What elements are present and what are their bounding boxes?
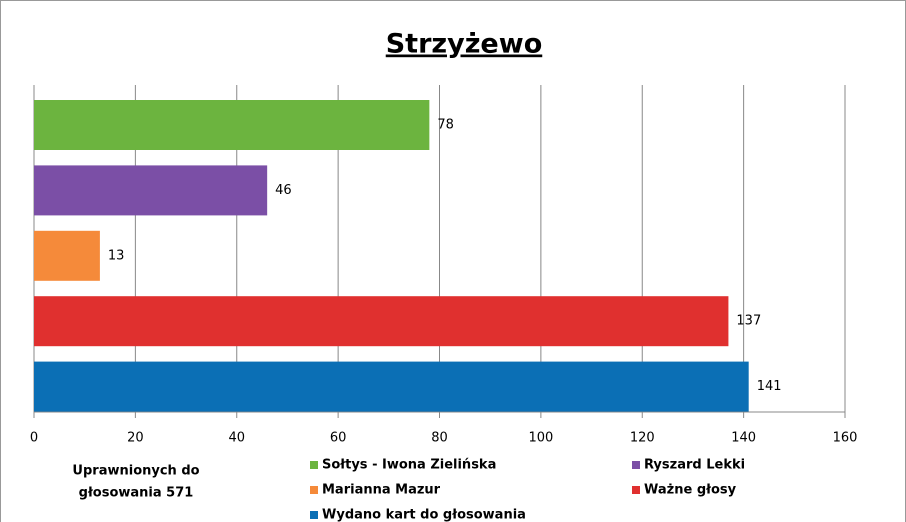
chart-title: Strzyżewo [386,29,543,60]
bar [34,296,729,347]
x-tick-label: 20 [127,431,144,446]
legend-swatch [310,511,318,519]
x-tick-label: 60 [330,431,347,446]
legend-label: Ważne głosy [644,483,737,498]
annotation: głosowania 571 [79,486,194,501]
data-label: 141 [757,379,782,394]
x-tick-label: 100 [528,431,553,446]
bar [34,165,268,216]
legend-label: Wydano kart do głosowania [322,508,526,522]
legend-label: Marianna Mazur [322,483,441,498]
x-tick-label: 160 [833,431,858,446]
legend-label: Sołtys - Iwona Zielińska [322,458,496,473]
x-tick-label: 120 [630,431,655,446]
data-label: 137 [736,314,761,329]
legend-swatch [310,486,318,494]
legend-swatch [632,486,640,494]
data-label: 78 [437,118,454,133]
legend-label: Ryszard Lekki [644,458,745,473]
x-tick-label: 80 [431,431,448,446]
data-label: 46 [275,183,292,198]
bar [34,100,430,150]
bar [34,361,749,412]
legend-swatch [310,461,318,469]
bar [34,230,100,281]
x-tick-label: 140 [731,431,756,446]
annotation: Uprawnionych do [72,464,199,479]
x-tick-label: 0 [30,431,38,446]
legend-swatch [632,461,640,469]
data-label: 13 [108,248,125,263]
x-tick-label: 40 [228,431,245,446]
